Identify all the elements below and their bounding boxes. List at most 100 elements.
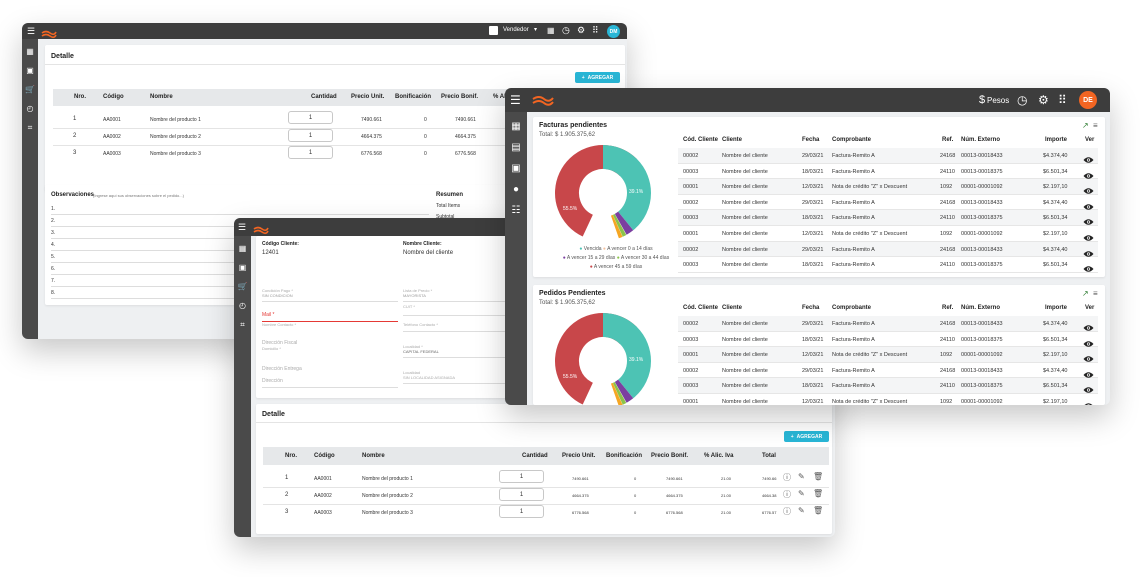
donut-slice-15-29[interactable] [553,143,653,243]
filter-icon[interactable]: ≡ [1093,289,1098,298]
quantity-input[interactable]: 1 [499,488,544,501]
donut-slice-0-14[interactable] [555,313,651,405]
dashboard-icon[interactable]: ▦ [511,121,521,132]
eye-icon[interactable] [1083,229,1094,241]
quantity-input[interactable]: 1 [288,146,333,159]
dashboard-icon[interactable]: ▦ [238,244,247,253]
delete-icon[interactable]: 🗑 [813,472,824,481]
facturas-donut[interactable]: 39.1% 55.5% [553,143,653,243]
chevron-down-icon[interactable]: ▾ [534,27,538,33]
info-icon[interactable]: ⓘ [783,507,791,516]
dashboard-icon[interactable]: ▦ [26,47,34,56]
timer-icon[interactable]: ◴ [26,104,34,113]
pedidos-donut[interactable]: 39.1% 55.5% [553,311,653,405]
currency-label[interactable]: Pesos [987,96,1010,105]
table-row[interactable] [678,378,1098,394]
table-row[interactable] [678,347,1098,363]
calendar-icon[interactable]: ▦ [547,26,555,35]
table-row[interactable] [678,210,1098,226]
money-icon[interactable]: ▣ [511,163,521,174]
cart-icon[interactable]: 🛒 [237,282,248,291]
table-row[interactable] [678,194,1098,211]
table-row[interactable] [678,394,1098,405]
eye-icon[interactable] [1083,397,1094,405]
eye-icon[interactable] [1083,335,1094,347]
donut-slice-45-59[interactable] [555,313,651,405]
donut-slice-0-14[interactable] [555,145,651,241]
person-icon[interactable]: ▣ [26,66,34,75]
cuit-field[interactable]: CUIT * [403,304,543,316]
edit-icon[interactable]: ✎ [798,489,805,498]
eye-icon[interactable] [1083,167,1094,179]
avatar[interactable]: DE [1079,91,1097,109]
quantity-input[interactable]: 1 [288,129,333,142]
donut-slice-30-44[interactable] [554,144,652,242]
donut-slice-45-59[interactable] [555,145,651,241]
table-row[interactable] [678,179,1098,195]
mail-field[interactable]: Mail * [262,312,398,322]
table-row[interactable] [678,148,1098,164]
eye-icon[interactable] [1083,182,1094,194]
dollar-icon[interactable]: $ [979,94,986,106]
direccion-field[interactable]: Dirección [262,378,398,388]
obs-line[interactable]: 1. [51,203,429,215]
account-icon[interactable]: ● [512,184,520,195]
eye-icon[interactable] [1083,350,1094,362]
legend-item[interactable]: ● A vencer 15 a 29 días [562,255,616,261]
gear-icon[interactable]: ⚙ [577,25,586,35]
direccion-fiscal-field[interactable]: Dirección Fiscal Domicilio * [262,340,298,351]
delete-icon[interactable]: 🗑 [813,489,824,498]
eye-icon[interactable] [1083,213,1094,226]
legend-item[interactable]: ● A vencer 45 a 59 días [589,264,643,270]
quantity-input[interactable]: 1 [499,505,544,518]
timer-icon[interactable]: ◴ [239,301,246,310]
info-icon[interactable]: ⓘ [783,473,791,482]
list-icon[interactable]: ☷ [511,205,521,216]
chart-icon[interactable]: ▤ [511,142,521,153]
info-icon[interactable]: ⓘ [783,490,791,499]
telefono-contacto-field[interactable]: Teléfono Contacto * [403,322,543,332]
nombre-contacto-field[interactable]: Nombre Contacto * [262,322,297,327]
gear-icon[interactable]: ⚙ [1038,93,1049,107]
apps-icon[interactable]: ⠿ [1058,93,1067,107]
lista-precio-field[interactable]: Lista de Precio * MAYORISTA [403,288,543,302]
hierarchy-icon[interactable]: ⌗ [240,320,245,329]
localidad-fiscal-field[interactable]: Localidad * CAPITAL FEDERAL [403,344,543,358]
person-icon[interactable]: ▣ [238,263,247,272]
table-row[interactable] [678,163,1098,180]
donut-slice-15-29[interactable] [553,311,653,405]
eye-icon[interactable] [1083,319,1094,331]
condicion-pago-field[interactable]: Condición Pago * SIN CONDICION [262,288,398,302]
menu-icon[interactable]: ☰ [238,222,247,232]
hierarchy-icon[interactable]: ⌗ [27,123,33,132]
eye-icon[interactable] [1083,260,1094,272]
table-row[interactable] [678,362,1098,379]
legend-item[interactable]: ● A vencer 30 a 44 días [616,255,670,261]
table-row[interactable] [678,226,1098,242]
table-row[interactable] [678,241,1098,258]
avatar[interactable]: DM [607,25,620,38]
apps-icon[interactable]: ⠿ [592,25,599,35]
menu-icon[interactable]: ☰ [510,93,521,107]
edit-icon[interactable]: ✎ [798,472,805,481]
table-row[interactable] [678,257,1098,273]
user-icon[interactable] [489,26,498,35]
quantity-input[interactable]: 1 [288,111,333,124]
eye-icon[interactable] [1083,198,1094,210]
agregar-button[interactable]: + AGREGAR [575,72,620,83]
clock-icon[interactable]: ◷ [562,25,570,35]
localidad-entrega-field[interactable]: Localidad SIN LOCALIDAD ASIGNADA [403,370,543,384]
delete-icon[interactable]: 🗑 [813,506,824,515]
menu-icon[interactable]: ☰ [26,25,36,36]
filter-icon[interactable]: ≡ [1093,121,1098,130]
agregar-button[interactable]: + AGREGAR [784,431,829,442]
trend-icon[interactable]: ↗ [1082,121,1089,130]
donut-slice-30-44[interactable] [554,312,652,405]
table-row[interactable] [678,316,1098,332]
eye-icon[interactable] [1083,151,1094,163]
quantity-input[interactable]: 1 [499,470,544,483]
user-menu-label[interactable]: Vendedor [503,27,529,33]
eye-icon[interactable] [1083,245,1094,257]
table-row[interactable] [678,331,1098,348]
trend-icon[interactable]: ↗ [1082,289,1089,298]
